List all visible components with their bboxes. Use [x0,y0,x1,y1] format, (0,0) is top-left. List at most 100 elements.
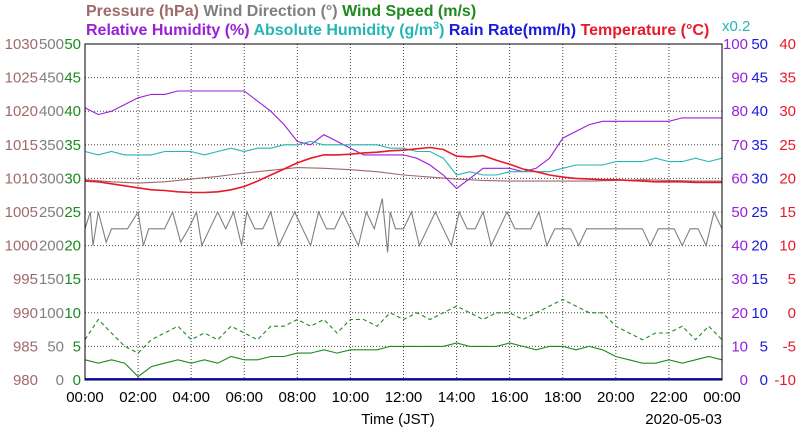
hdr1-text: Pressure (hPa) Wind Direction (°) Wind S… [86,3,476,20]
tick-label: 10 [779,238,796,255]
tick-label: 985 [13,338,38,355]
tick-label: 40 [64,103,81,120]
tick-label: 5 [760,338,768,355]
tick-label: 1005 [5,204,38,221]
tick-label: 5 [73,338,81,355]
legend-0: Relative Humidity (%) [86,22,250,39]
tick-label: 50 [47,338,64,355]
tick-label: 15 [64,271,81,288]
tick-label: 250 [39,204,64,221]
tick-label: 30 [751,170,768,187]
tick-label: 1010 [5,170,38,187]
tick-label: 45 [64,70,81,87]
series-relative-humidity- [84,90,722,190]
tick-label: 50 [731,204,748,221]
tick-label: 400 [39,103,64,120]
series-wind-speed-m-s-mean [84,342,723,378]
x-tick-label: 04:00 [172,389,210,406]
left-axes: 9809859909951000100510101015102010251030… [5,36,81,389]
tick-label: 1025 [5,70,38,87]
tick-label: 100 [723,36,748,53]
legend-2: Wind Speed (m/s) [338,3,477,20]
tick-label: 60 [731,170,748,187]
legend-1: Wind Direction (°) [199,3,338,20]
tick-label: 40 [751,103,768,120]
tick-label: 990 [13,305,38,322]
legend-tail: ) [439,22,444,39]
tick-label: 450 [39,70,64,87]
tick-label: 500 [39,36,64,53]
header-row-2: Relative Humidity (%) Absolute Humidity … [86,18,750,39]
x-tick-label: 22:00 [650,389,688,406]
x-tick-label: 12:00 [385,389,423,406]
series-wind-speed-m-s-max [84,298,723,354]
tick-label: 45 [751,70,768,87]
series-wind-direction- [84,198,723,253]
multiplier-label: x0.2 [722,18,750,35]
tick-label: 1015 [5,137,38,154]
tick-label: 40 [779,36,796,53]
tick-label: 0 [788,305,796,322]
tick-label: 90 [731,70,748,87]
header-row-1: Pressure (hPa) Wind Direction (°) Wind S… [86,3,476,20]
x-tick-label: 10:00 [332,389,370,406]
tick-label: 40 [731,238,748,255]
tick-label: 15 [779,204,796,221]
tick-label: 5 [788,271,796,288]
tick-label: 10 [64,305,81,322]
tick-label: 0 [760,372,768,389]
tick-label: 25 [64,204,81,221]
x-tick-label: 02:00 [119,389,157,406]
legend-1: Absolute Humidity (g/m [250,22,433,39]
tick-label: -10 [774,372,796,389]
tick-label: 70 [731,137,748,154]
tick-label: 35 [779,70,796,87]
tick-label: 0 [73,372,81,389]
tick-label: 30 [731,271,748,288]
x-axis-label: Time (JST) [361,411,435,428]
series-temperature-c- [84,146,722,194]
tick-label: 30 [779,103,796,120]
tick-label: 0 [740,372,748,389]
tick-label: 350 [39,137,64,154]
tick-label: 30 [64,170,81,187]
x-tick-label: 16:00 [491,389,529,406]
plot-frame [84,43,723,381]
x-tick-label: 08:00 [279,389,317,406]
hdr2-text: Relative Humidity (%) Absolute Humidity … [86,20,709,39]
tick-label: 995 [13,271,38,288]
tick-label: 50 [64,36,81,53]
tick-label: 100 [39,305,64,322]
x-tick-label: 00:00 [66,389,104,406]
tick-label: 0 [56,372,64,389]
legend-sup: 3 [433,20,439,32]
tick-label: -5 [783,338,796,355]
tick-label: 10 [751,305,768,322]
tick-label: 10 [731,338,748,355]
legend-3: Temperature (°C) [576,22,709,39]
tick-label: 20 [751,238,768,255]
tick-label: 15 [751,271,768,288]
tick-label: 150 [39,271,64,288]
series-group [84,90,723,380]
x-tick-label: 00:00 [703,389,741,406]
tick-label: 1000 [5,238,38,255]
x-tick-label: 14:00 [438,389,476,406]
legend-0: Pressure (hPa) [86,3,199,20]
tick-label: 1020 [5,103,38,120]
date-label: 2020-05-03 [645,411,722,428]
x-tick-label: 06:00 [225,389,263,406]
x-tick-label: 20:00 [597,389,635,406]
tick-label: 20 [731,305,748,322]
tick-label: 300 [39,170,64,187]
tick-label: 25 [779,137,796,154]
tick-label: 25 [751,204,768,221]
tick-label: 20 [64,238,81,255]
right-axes: 0102030405060708090100051015202530354045… [723,36,796,389]
tick-label: 50 [751,36,768,53]
tick-label: 80 [731,103,748,120]
grid-lines [85,44,722,380]
x-tick-label: 18:00 [544,389,582,406]
